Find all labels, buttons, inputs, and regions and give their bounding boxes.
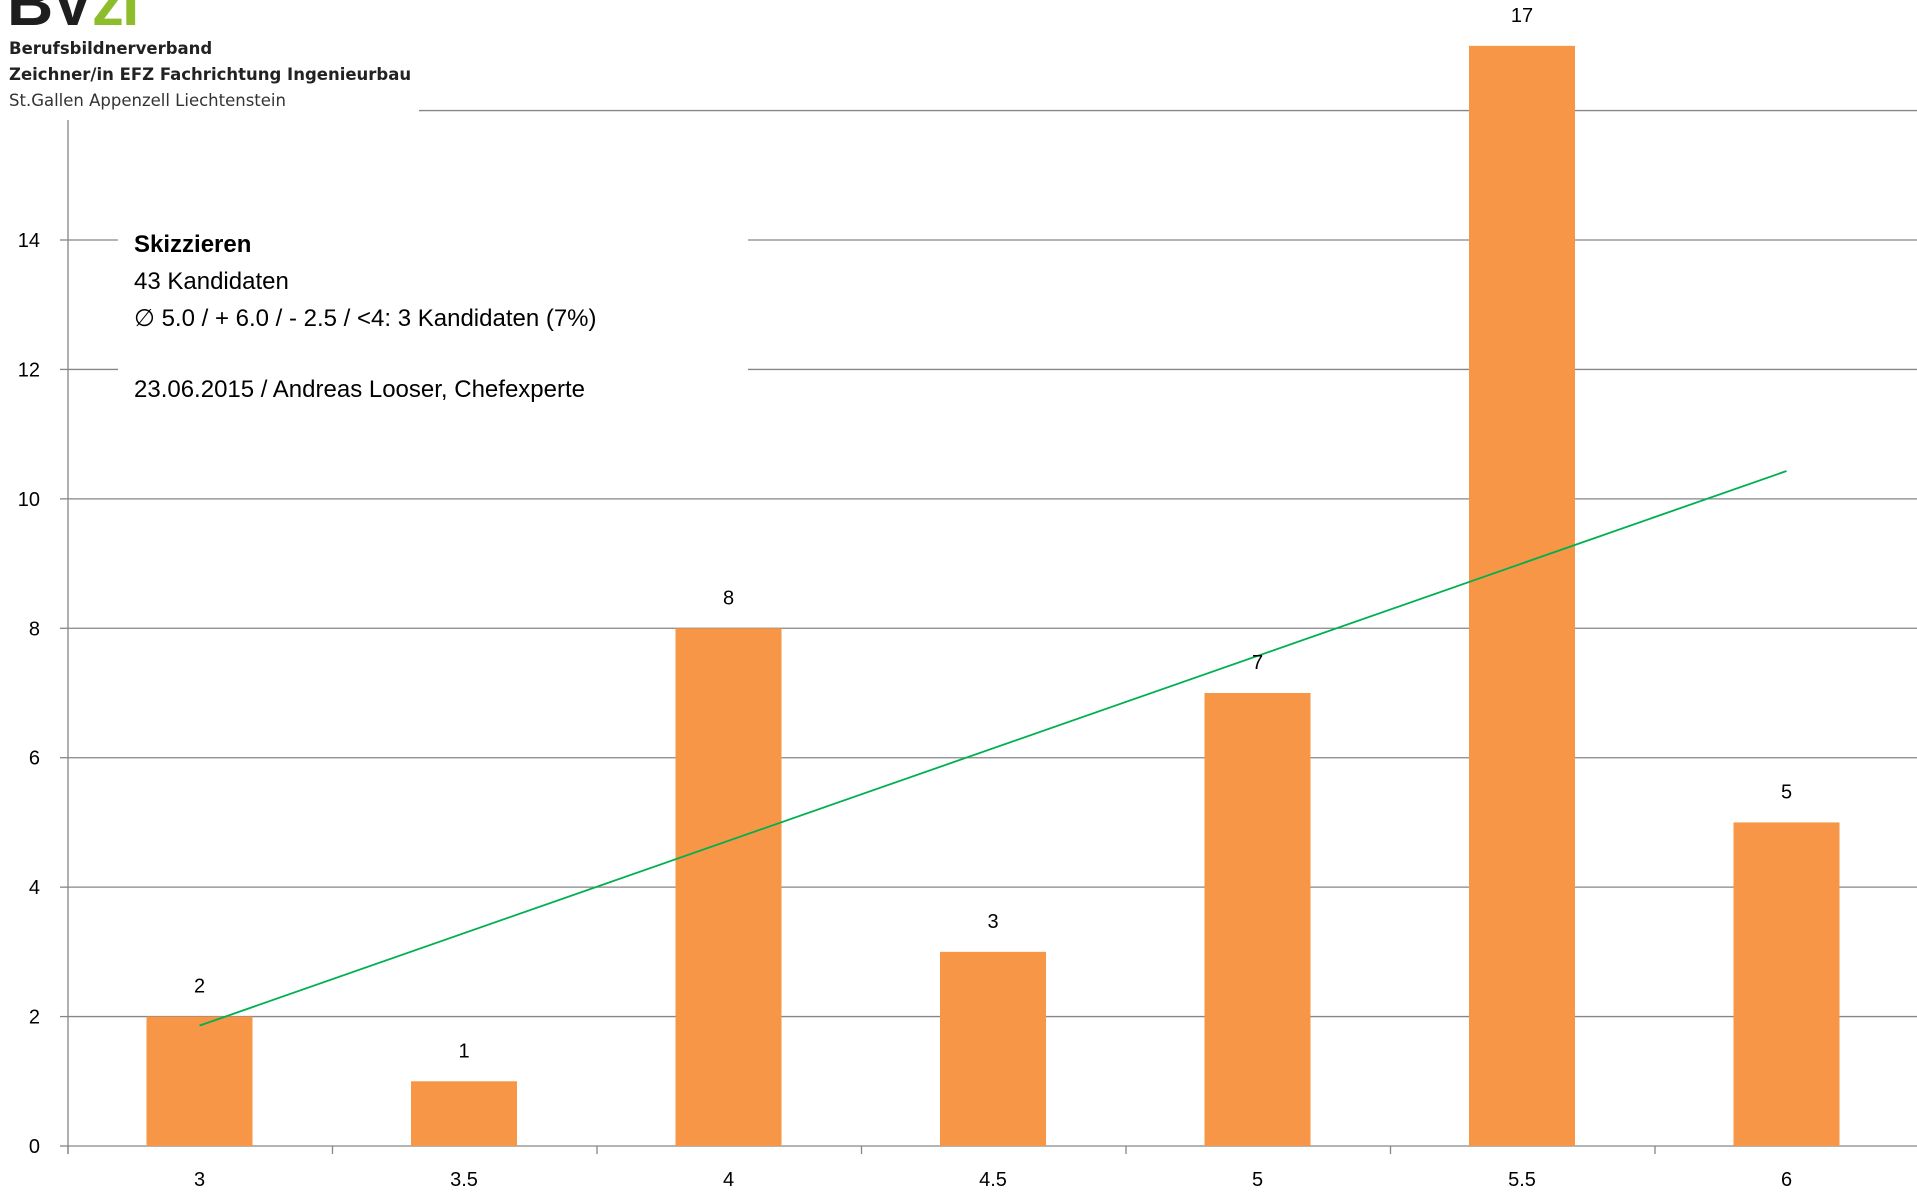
x-tick-label: 3 xyxy=(194,1169,205,1191)
x-tick-label: 5 xyxy=(1252,1169,1263,1191)
bar xyxy=(675,628,782,1146)
org-subtitle: Zeichner/in EFZ Fachrichtung Ingenieurba… xyxy=(9,65,412,84)
logo-text-green: zi xyxy=(91,0,140,36)
org-header: BVzi Berufsbildnerverband Zeichner/in EF… xyxy=(9,0,419,114)
data-label: 5 xyxy=(1781,781,1792,803)
x-tick-label: 4 xyxy=(723,1169,734,1191)
trendline xyxy=(199,470,1787,1027)
y-tick-label: 4 xyxy=(29,877,40,899)
bar xyxy=(1204,693,1311,1146)
data-label: 3 xyxy=(987,911,998,933)
info-date-author: 23.06.2015 / Andreas Looser, Chefexperte xyxy=(134,376,585,403)
info-title: Skizzieren xyxy=(134,231,252,258)
y-tick-label: 10 xyxy=(18,489,40,511)
bar xyxy=(940,951,1046,1146)
x-tick-label: 5.5 xyxy=(1508,1169,1536,1191)
x-tick-label: 3.5 xyxy=(450,1169,478,1191)
data-label: 1 xyxy=(458,1040,469,1062)
trendline-layer xyxy=(199,470,1787,1027)
bvzi-logo: BVzi xyxy=(9,0,419,36)
data-label: 7 xyxy=(1252,652,1263,674)
data-label: 17 xyxy=(1511,5,1533,27)
y-tick-label: 14 xyxy=(18,230,40,252)
data-label: 2 xyxy=(194,976,205,998)
logo-text-dark: BV xyxy=(9,0,94,36)
y-tick-label: 0 xyxy=(29,1136,40,1158)
org-region: St.Gallen Appenzell Liechtenstein xyxy=(9,91,286,110)
x-tick-label: 6 xyxy=(1781,1169,1792,1191)
bar xyxy=(1733,822,1840,1146)
bar xyxy=(146,1016,253,1146)
bar xyxy=(411,1081,517,1146)
bars xyxy=(146,45,1840,1146)
info-stats: ∅ 5.0 / + 6.0 / - 2.5 / <4: 3 Kandidaten… xyxy=(134,305,597,332)
labels: 0 2 4 6 8 10 12 14 2 3 1 3.5 8 4 3 4.5 7 5 17 5.5 5 6 xyxy=(18,5,1792,1191)
y-tick-label: 6 xyxy=(29,748,40,770)
x-tick-label: 4.5 xyxy=(979,1169,1007,1191)
info-box: Skizzieren 43 Kandidaten ∅ 5.0 / + 6.0 /… xyxy=(118,222,748,414)
data-label: 8 xyxy=(723,587,734,609)
y-tick-label: 8 xyxy=(29,618,40,640)
org-name: Berufsbildnerverband xyxy=(9,39,213,58)
y-tick-label: 12 xyxy=(18,359,40,381)
y-tick-label: 2 xyxy=(29,1007,40,1029)
bar xyxy=(1469,45,1575,1146)
info-candidates: 43 Kandidaten xyxy=(134,268,289,295)
